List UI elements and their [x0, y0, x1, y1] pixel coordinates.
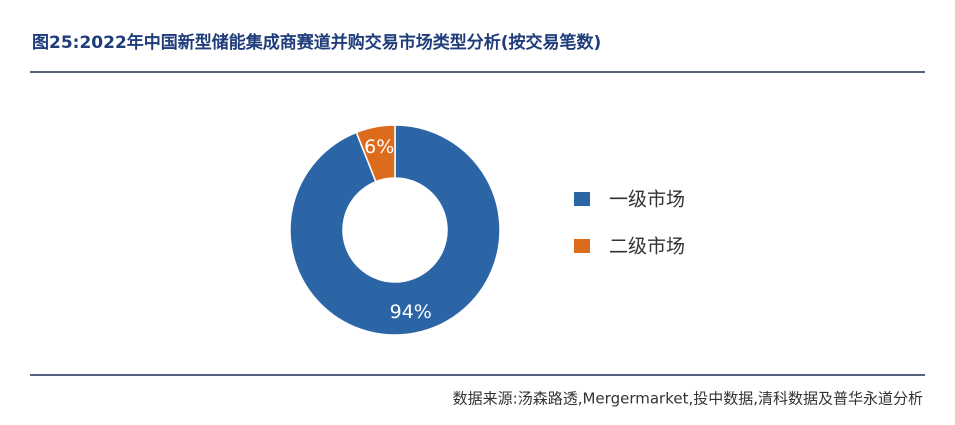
legend-label: 二级市场	[609, 236, 685, 258]
data-label: 6%	[364, 136, 394, 158]
chart-title: 图25:2022年中国新型储能集成商赛道并购交易市场类型分析(按交易笔数)	[32, 32, 601, 53]
data-label: 94%	[390, 301, 432, 323]
legend-swatch	[574, 239, 590, 253]
legend-label: 一级市场	[609, 189, 685, 211]
donut-segment	[355, 124, 396, 183]
donut-segment	[289, 124, 501, 336]
source-note: 数据来源:汤森路透,Mergermarket,投中数据,清科数据及普华永道分析	[453, 390, 923, 408]
legend-swatch	[574, 192, 590, 206]
